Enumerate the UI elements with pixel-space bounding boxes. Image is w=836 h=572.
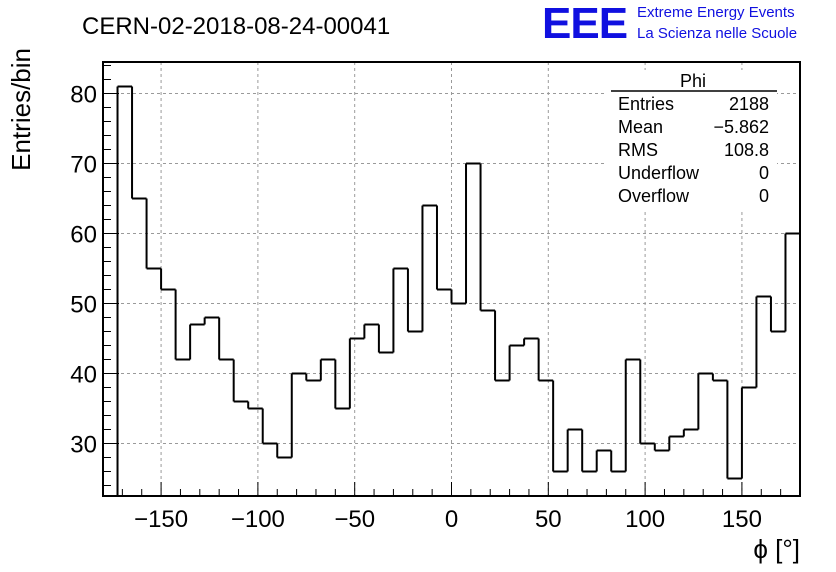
stats-label: Overflow [618,186,690,206]
stats-value: 0 [759,186,769,206]
x-tick-label: −50 [334,506,375,533]
stats-value: 0 [759,163,769,183]
stats-label: Mean [618,117,663,137]
y-tick-label: 40 [70,362,97,389]
x-tick-label: −100 [231,506,285,533]
brand-line-2: La Scienza nelle Scuole [637,25,798,42]
x-tick-label: −150 [134,506,188,533]
stats-value: −5.862 [713,117,769,137]
stats-label: RMS [618,140,658,160]
stats-label: Underflow [618,163,700,183]
x-tick-label: 100 [625,506,665,533]
stats-label: Entries [618,94,674,114]
stats-value: 108.8 [724,140,769,160]
eee-logo: EEE [542,0,628,48]
brand-line-1: Extreme Energy Events [637,4,795,21]
y-axis-label: Entries/bin [6,48,36,171]
chart-title: CERN-02-2018-08-24-00041 [82,13,390,40]
x-tick-label: 0 [445,506,458,533]
x-tick-label: 150 [722,506,762,533]
x-tick-label: 50 [535,506,562,533]
stats-box: Phi Entries 2188 Mean −5.862 RMS 108.8 Underflo… [607,70,777,212]
y-tick-label: 50 [70,292,97,319]
x-axis-label: ϕ [°] [753,534,800,564]
y-tick-label: 60 [70,222,97,249]
stats-box-bg [607,70,777,212]
y-tick-label: 30 [70,432,97,459]
y-tick-label: 70 [70,152,97,179]
stats-title: Phi [680,71,706,91]
y-tick-label: 80 [70,82,97,109]
stats-value: 2188 [729,94,769,114]
